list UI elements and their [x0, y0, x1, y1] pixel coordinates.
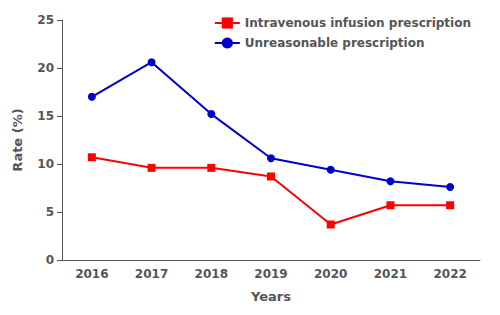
svg-text:2019: 2019 — [254, 267, 287, 281]
svg-text:2022: 2022 — [433, 267, 466, 281]
svg-text:25: 25 — [37, 13, 54, 27]
svg-text:2021: 2021 — [374, 267, 407, 281]
svg-text:2016: 2016 — [75, 267, 108, 281]
svg-text:20: 20 — [37, 61, 54, 75]
svg-text:Years: Years — [250, 289, 291, 304]
svg-text:Intravenous infusion prescript: Intravenous infusion prescription — [245, 16, 471, 30]
svg-text:Unreasonable prescription: Unreasonable prescription — [245, 36, 425, 50]
svg-text:Rate (%): Rate (%) — [10, 108, 25, 171]
svg-text:2020: 2020 — [314, 267, 347, 281]
svg-text:0: 0 — [46, 253, 54, 267]
svg-text:2017: 2017 — [135, 267, 168, 281]
svg-text:5: 5 — [46, 205, 54, 219]
svg-text:10: 10 — [37, 157, 54, 171]
svg-text:15: 15 — [37, 109, 54, 123]
svg-text:2018: 2018 — [195, 267, 228, 281]
